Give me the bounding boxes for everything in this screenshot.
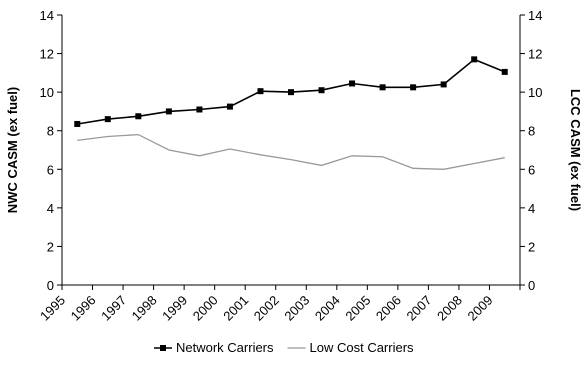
y-tick-label: 4 <box>47 201 54 216</box>
x-tick-label: 1997 <box>98 293 129 324</box>
data-point <box>410 84 417 91</box>
data-point <box>349 80 356 87</box>
y-tick-label: 2 <box>47 239 54 254</box>
data-point <box>318 87 325 94</box>
y-tick-label: 14 <box>40 8 54 23</box>
y2-tick-label: 14 <box>528 8 542 23</box>
y-tick-label: 6 <box>47 162 54 177</box>
series-layer <box>74 56 508 170</box>
y2-tick-label: 6 <box>528 162 535 177</box>
x-tick-label: 2007 <box>403 293 434 324</box>
x-tick-label: 2004 <box>312 293 343 324</box>
data-point <box>74 120 81 127</box>
y2-tick-label: 0 <box>528 278 535 293</box>
x-tick-label: 2002 <box>251 293 282 324</box>
data-point <box>226 103 233 110</box>
x-tick-label: 2006 <box>373 293 404 324</box>
y2-tick-label: 4 <box>528 201 535 216</box>
data-point <box>288 89 294 96</box>
legend: Network Carriers Low Cost Carriers <box>154 340 414 355</box>
data-point <box>501 68 508 75</box>
x-tick-label: 2001 <box>220 293 251 324</box>
legend-marker <box>160 345 166 351</box>
data-point <box>135 113 142 120</box>
x-tick-label: 2008 <box>434 293 465 324</box>
x-tick-label: 2009 <box>465 293 496 324</box>
data-point <box>257 88 264 95</box>
x-tick-label: 1996 <box>68 293 99 324</box>
data-point <box>196 106 203 113</box>
y-tick-label: 8 <box>47 124 54 139</box>
y-tick-label: 10 <box>40 85 54 100</box>
data-point <box>379 84 386 91</box>
y-axis-title: NWC CASM (ex fuel) <box>5 87 20 213</box>
x-tick-label: 1999 <box>159 293 190 324</box>
legend-label-network-carriers: Network Carriers <box>176 340 274 355</box>
y2-tick-label: 2 <box>528 239 535 254</box>
legend-label-low-cost-carriers: Low Cost Carriers <box>310 340 415 355</box>
axes: 0 2 4 6 8 10 12 14 0 2 4 6 8 10 12 14 1995 1996 1997 1998 19… <box>37 8 542 324</box>
y2-tick-label: 12 <box>528 47 542 62</box>
y2-axis-title: LCC CASM (ex fuel) <box>568 89 583 211</box>
x-tick-label: 2005 <box>342 293 373 324</box>
data-point <box>165 108 172 115</box>
x-tick-label: 1998 <box>129 293 160 324</box>
data-point <box>104 116 111 123</box>
data-point <box>471 56 478 63</box>
y2-tick-label: 10 <box>528 85 542 100</box>
x-tick-label: 1995 <box>37 293 68 324</box>
y2-tick-label: 8 <box>528 124 535 139</box>
x-tick-label: 2003 <box>281 293 312 324</box>
y-tick-label: 12 <box>40 47 54 62</box>
x-tick-label: 2000 <box>190 293 221 324</box>
series-line-low-cost-carriers <box>77 133 505 170</box>
y-tick-label: 0 <box>47 278 54 293</box>
data-point <box>440 81 447 88</box>
